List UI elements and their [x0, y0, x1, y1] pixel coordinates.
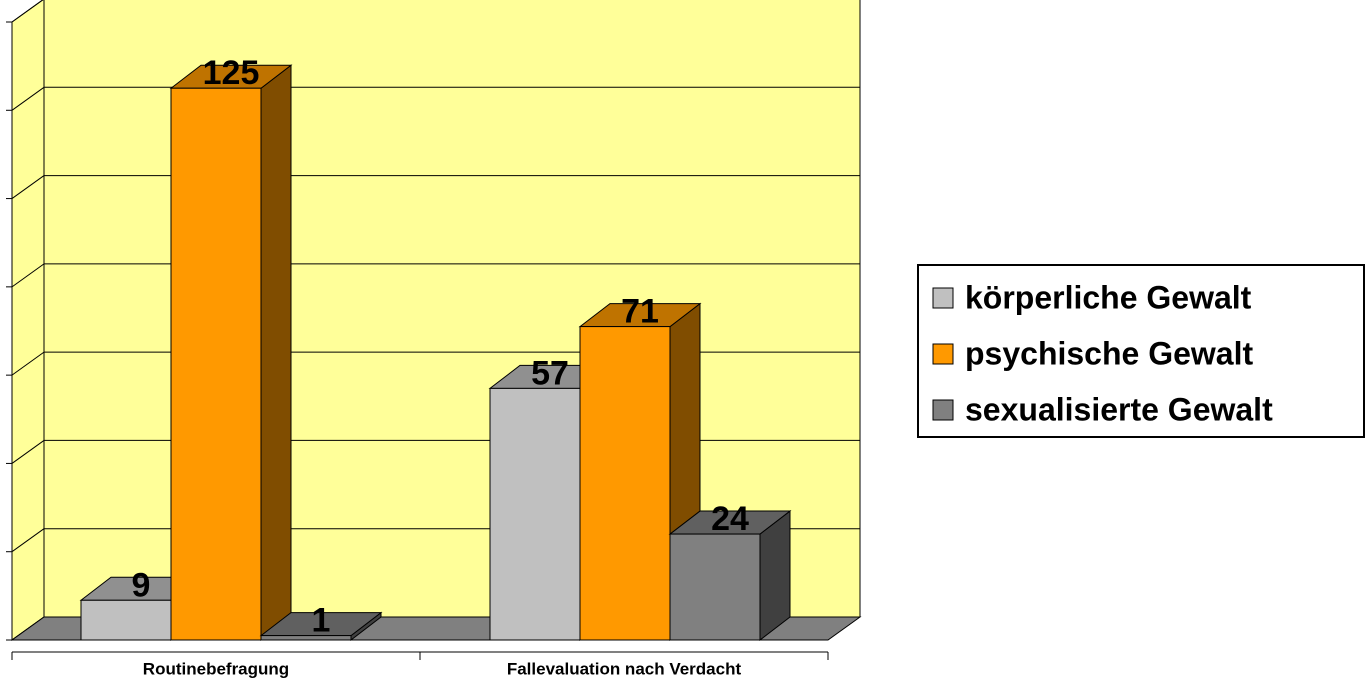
legend-swatch [932, 343, 954, 365]
legend-label: körperliche Gewalt [965, 279, 1252, 315]
bar [579, 326, 671, 641]
legend-swatch [932, 399, 954, 421]
data-label: 1 [312, 602, 331, 640]
data-label: 24 [711, 500, 749, 538]
grid-line [11, 440, 45, 464]
data-label: 125 [203, 54, 260, 92]
bar [669, 533, 761, 641]
bar [489, 387, 581, 641]
legend-swatch [932, 287, 954, 309]
grid-line [11, 86, 45, 111]
data-label: 9 [132, 566, 151, 604]
data-label: 57 [531, 354, 569, 392]
bar [170, 87, 262, 641]
legend-box [917, 264, 1365, 438]
x-tick-label: Fallevaluation nach Verdacht [507, 659, 742, 678]
grid-line [11, 351, 45, 376]
x-tick-label: Routinebefragung [143, 659, 289, 678]
grid-line [11, 263, 45, 288]
grid-line [11, 175, 45, 199]
bar [260, 635, 352, 641]
side-wall [11, 0, 45, 641]
legend-label: sexualisierte Gewalt [965, 391, 1273, 427]
grid-line [11, 0, 44, 23]
legend-label: psychische Gewalt [965, 335, 1253, 371]
bar [80, 599, 172, 641]
bar-side [260, 64, 292, 642]
grid-line [11, 528, 45, 553]
data-label: 71 [621, 293, 659, 331]
